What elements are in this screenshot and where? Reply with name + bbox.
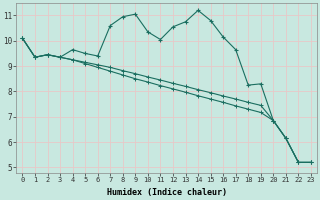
X-axis label: Humidex (Indice chaleur): Humidex (Indice chaleur): [107, 188, 227, 197]
